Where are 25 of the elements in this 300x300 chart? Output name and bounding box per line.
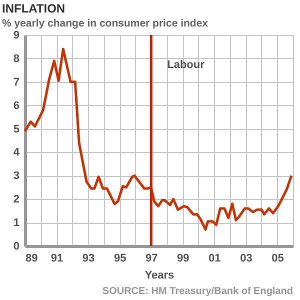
y-tick-label: 1 (13, 217, 20, 230)
x-tick-label: 97 (145, 252, 158, 264)
chart-subtitle: % yearly change in consumer price index (2, 18, 208, 30)
x-tick-label: 89 (26, 252, 38, 264)
x-tick-label: 05 (272, 252, 284, 264)
y-tick-label: 6 (13, 100, 20, 112)
y-tick-label: 7 (13, 76, 20, 88)
chart-title: INFLATION (2, 2, 66, 16)
ref-line-label: Labour (167, 59, 206, 71)
y-tick-label: 0 (13, 240, 20, 252)
y-tick-label: 2 (13, 194, 20, 206)
y-tick-label: 4 (13, 146, 20, 159)
y-tick-label: 5 (13, 123, 20, 136)
source-note: SOURCE: HM Treasury/Bank of England (102, 286, 293, 297)
x-tick-label: 99 (177, 252, 190, 264)
x-tick-label: 95 (114, 252, 126, 264)
x-tick-label: 91 (50, 252, 64, 264)
x-tick-label: 93 (82, 252, 95, 264)
x-tick-label: 03 (240, 252, 252, 264)
line-series (24, 48, 293, 231)
y-tick-label: 9 (13, 30, 20, 42)
x-tick-label: 01 (208, 252, 221, 264)
x-axis-title: Years (144, 270, 174, 282)
y-tick-label: 8 (13, 52, 20, 65)
y-tick-label: 3 (13, 170, 20, 182)
